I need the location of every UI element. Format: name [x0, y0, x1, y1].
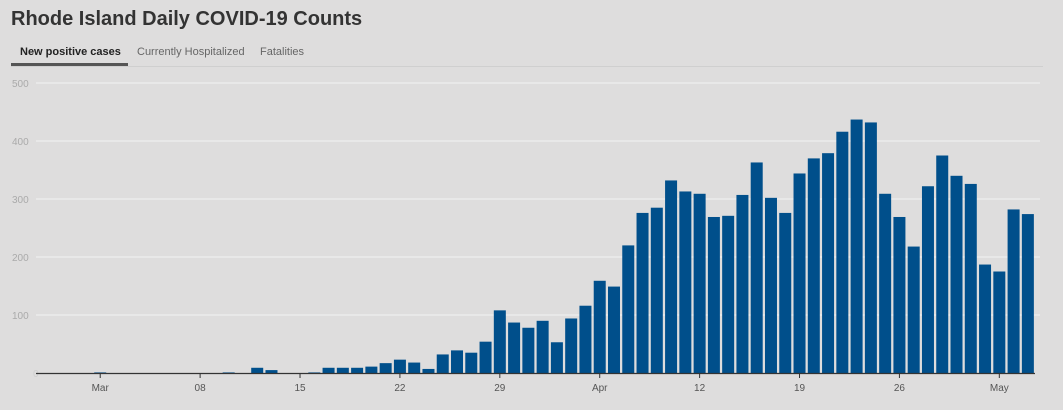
- bar-mar-24: [422, 368, 435, 373]
- bar-apr-30: [950, 175, 963, 373]
- bar-apr-23: [850, 119, 863, 373]
- bar-may-3: [993, 271, 1006, 373]
- y-tick-label: 400: [12, 137, 29, 148]
- bar-apr-3: [565, 318, 578, 373]
- bar-mar-12: [251, 367, 264, 373]
- x-tick-label: 22: [394, 383, 406, 394]
- bar-apr-10: [665, 180, 678, 373]
- bar-apr-25: [879, 193, 892, 373]
- bar-mar-19: [351, 367, 364, 373]
- y-tick-label: 0: [33, 369, 39, 380]
- tab-fatalities[interactable]: Fatalities: [260, 46, 305, 58]
- bar-mar-18: [336, 367, 349, 373]
- bar-apr-15: [736, 194, 749, 373]
- bar-mar-21: [379, 363, 392, 373]
- bar-apr-17: [764, 197, 777, 373]
- active-tab-indicator: [11, 63, 128, 66]
- bar-apr-6: [607, 286, 620, 373]
- bar-may-2: [979, 264, 992, 373]
- chart-title: Rhode Island Daily COVID-19 Counts: [11, 8, 363, 30]
- bar-apr-29: [936, 155, 949, 373]
- bar-apr-13: [707, 216, 720, 373]
- bar-apr-24: [864, 122, 877, 373]
- bar-apr-5: [593, 280, 606, 373]
- bar-may-5: [1021, 214, 1034, 373]
- bar-apr-1: [536, 320, 549, 373]
- bar-apr-14: [722, 215, 735, 373]
- bar-apr-19: [793, 173, 806, 373]
- bar-mar-30: [508, 322, 521, 373]
- y-tick-label: 200: [12, 253, 29, 264]
- bar-apr-4: [579, 305, 592, 373]
- x-tick-label: Mar: [92, 383, 110, 394]
- x-tick-label: 19: [794, 383, 806, 394]
- y-tick-label: 500: [12, 79, 29, 90]
- tab-new-positive-cases[interactable]: New positive cases: [20, 46, 121, 58]
- bar-apr-8: [636, 212, 649, 373]
- bar-mar-28: [479, 341, 492, 373]
- x-tick-label: 15: [294, 383, 306, 394]
- bar-apr-7: [622, 245, 635, 373]
- bar-mar-25: [436, 354, 449, 373]
- y-tick-label: 300: [12, 195, 29, 206]
- bar-may-4: [1007, 209, 1020, 373]
- bar-mar-29: [493, 310, 506, 373]
- bar-apr-18: [779, 212, 792, 373]
- bar-mar-17: [322, 367, 335, 373]
- x-tick-label: Apr: [592, 383, 608, 394]
- bar-mar-10: [222, 372, 235, 373]
- bar-apr-28: [921, 186, 934, 373]
- x-tick-label: May: [990, 383, 1009, 394]
- bar-apr-16: [750, 162, 763, 373]
- bar-apr-20: [807, 158, 820, 373]
- metric-tabs: New positive cases Currently Hospitalize…: [11, 44, 1043, 67]
- bar-mar-31: [522, 327, 535, 373]
- bar-mar-16: [308, 372, 321, 373]
- bar-apr-12: [693, 193, 706, 373]
- tab-currently-hospitalized[interactable]: Currently Hospitalized: [137, 46, 245, 58]
- bar-mar-23: [408, 362, 421, 373]
- x-tick-label: 26: [894, 383, 906, 394]
- bar-apr-9: [650, 207, 663, 373]
- x-tick-label: 12: [694, 383, 706, 394]
- bar-mar-20: [365, 366, 378, 373]
- bar-mar-22: [393, 359, 406, 373]
- bar-mar-13: [265, 370, 278, 373]
- bar-apr-21: [822, 153, 835, 373]
- bar-apr-11: [679, 191, 692, 373]
- bar-apr-2: [550, 342, 563, 373]
- bar-may-1: [964, 183, 977, 373]
- bar-mar-1: [94, 372, 107, 373]
- x-tick-label: 29: [494, 383, 506, 394]
- bar-apr-22: [836, 131, 849, 373]
- bar-mar-26: [451, 350, 464, 373]
- bar-apr-26: [893, 216, 906, 373]
- x-tick-label: 08: [195, 383, 207, 394]
- y-tick-label: 100: [12, 311, 29, 322]
- bar-mar-27: [465, 352, 478, 373]
- bar-apr-27: [907, 246, 920, 373]
